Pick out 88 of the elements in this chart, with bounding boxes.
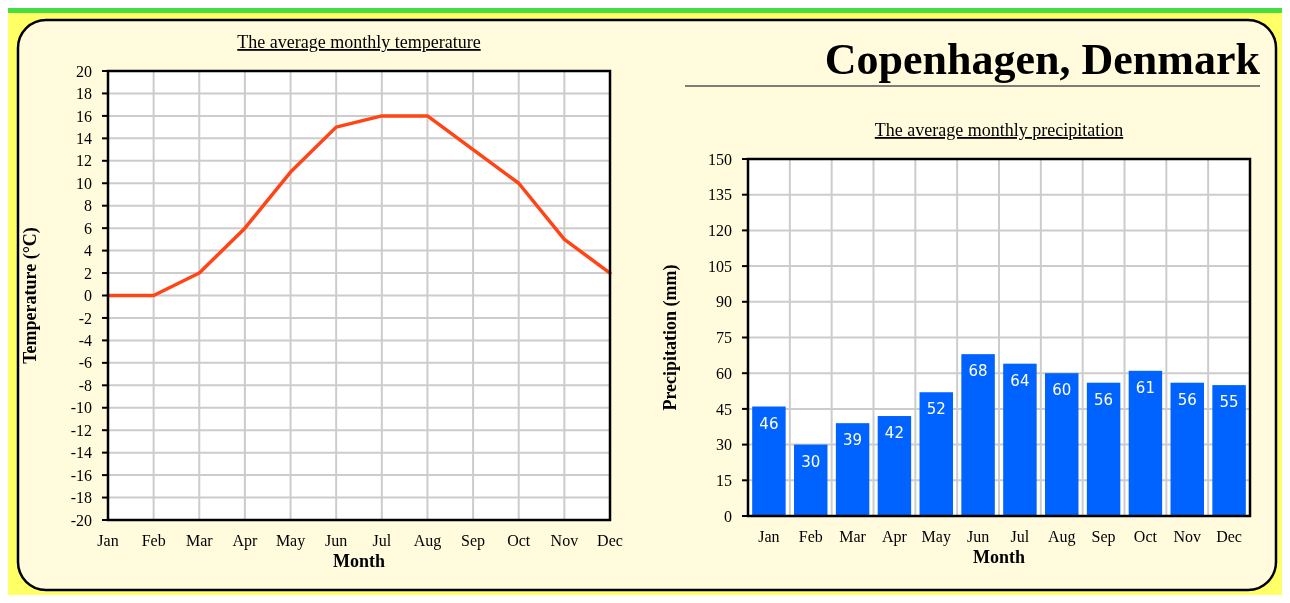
y-tick-label: 75 (716, 329, 732, 347)
data-label: 68 (968, 362, 988, 381)
bar (1128, 370, 1163, 516)
x-tick-label: May (921, 528, 951, 546)
x-tick-label: Sep (461, 532, 486, 550)
x-tick-label: Oct (507, 532, 531, 549)
y-tick-label: -10 (70, 399, 92, 417)
x-tick-label: Mar (839, 528, 867, 545)
data-label: 64 (1010, 371, 1030, 390)
y-tick-label: 45 (716, 400, 732, 418)
data-label: 52 (926, 400, 946, 419)
x-axis-title: Month (332, 551, 386, 571)
y-tick-label: 15 (716, 471, 732, 489)
bar (1045, 373, 1079, 516)
x-tick-label: Oct (1133, 528, 1158, 545)
x-tick-label: Sep (1091, 528, 1116, 546)
y-tick-label: 105 (708, 257, 732, 275)
y-tick-label: -16 (70, 466, 92, 484)
x-tick-label: Apr (232, 532, 259, 550)
bar (835, 423, 870, 516)
x-tick-label: Nov (1173, 528, 1202, 545)
data-label: 46 (759, 414, 779, 433)
y-tick-label: -4 (78, 332, 92, 349)
x-tick-label: Dec (597, 532, 623, 549)
chart-subtitle: The average monthly precipitation (874, 120, 1124, 140)
y-axis-title: Temperature (°C) (20, 227, 41, 364)
data-label: 56 (1177, 390, 1197, 409)
y-tick-label: 0 (724, 507, 732, 525)
x-tick-label: Aug (413, 532, 442, 550)
x-tick-label: Jul (372, 532, 392, 549)
bar (961, 354, 995, 516)
y-tick-label: 20 (76, 62, 92, 80)
bar (1003, 363, 1037, 516)
x-axis-title: Month (972, 547, 1026, 567)
y-tick-label: 0 (84, 287, 92, 305)
data-label: 60 (1052, 381, 1072, 400)
data-label: 61 (1135, 378, 1155, 397)
y-tick-label: -18 (70, 489, 92, 507)
y-tick-label: 12 (76, 152, 92, 170)
x-tick-label: Aug (1047, 528, 1076, 546)
y-tick-label: 10 (76, 174, 92, 192)
x-tick-label: Jul (1010, 528, 1030, 545)
chart-title: The average monthly temperature (237, 32, 481, 52)
y-tick-label: 18 (76, 85, 92, 103)
y-tick-label: -20 (70, 511, 92, 529)
bar (752, 406, 786, 516)
line-series (106, 114, 612, 298)
y-tick-label: 16 (76, 107, 92, 125)
y-tick-label: 120 (708, 222, 732, 239)
x-tick-label: Apr (881, 528, 908, 546)
bar (919, 392, 953, 516)
chart-title: Copenhagen, Denmark (824, 35, 1261, 84)
y-tick-label: -2 (78, 309, 92, 327)
y-tick-label: 135 (708, 186, 732, 204)
x-tick-label: Feb (798, 528, 823, 545)
x-tick-label: Jun (966, 528, 990, 545)
data-label: 56 (1094, 390, 1114, 409)
data-label: 55 (1219, 393, 1239, 412)
bar (794, 444, 828, 516)
x-tick-label: Jan (758, 528, 780, 545)
x-tick-label: Jan (97, 532, 119, 549)
y-tick-label: -12 (70, 421, 92, 439)
y-tick-label: -14 (70, 444, 92, 462)
y-tick-label: 150 (708, 150, 732, 168)
x-tick-label: Jun (325, 532, 348, 549)
y-tick-label: 6 (84, 219, 92, 237)
x-tick-label: May (275, 532, 306, 550)
y-axis-title: Precipitation (mm) (660, 264, 681, 411)
data-label: 30 (801, 452, 821, 471)
y-tick-label: 2 (84, 264, 92, 282)
x-tick-label: Mar (185, 532, 214, 549)
bar (1086, 382, 1121, 516)
y-tick-label: 60 (716, 364, 732, 382)
data-label: 42 (884, 424, 904, 443)
y-tick-label: 8 (84, 197, 92, 215)
x-tick-label: Dec (1216, 528, 1242, 545)
data-label: 39 (843, 431, 863, 450)
y-tick-label: 14 (76, 129, 92, 147)
y-tick-label: -8 (78, 376, 92, 394)
y-tick-label: 90 (716, 293, 732, 311)
bar (1212, 385, 1246, 516)
bar (877, 416, 912, 516)
x-tick-label: Feb (141, 532, 166, 549)
y-tick-label: -6 (78, 354, 92, 372)
bar (1170, 382, 1204, 516)
y-tick-label: 4 (84, 242, 92, 260)
y-tick-label: 30 (716, 436, 732, 454)
x-tick-label: Nov (550, 532, 579, 549)
